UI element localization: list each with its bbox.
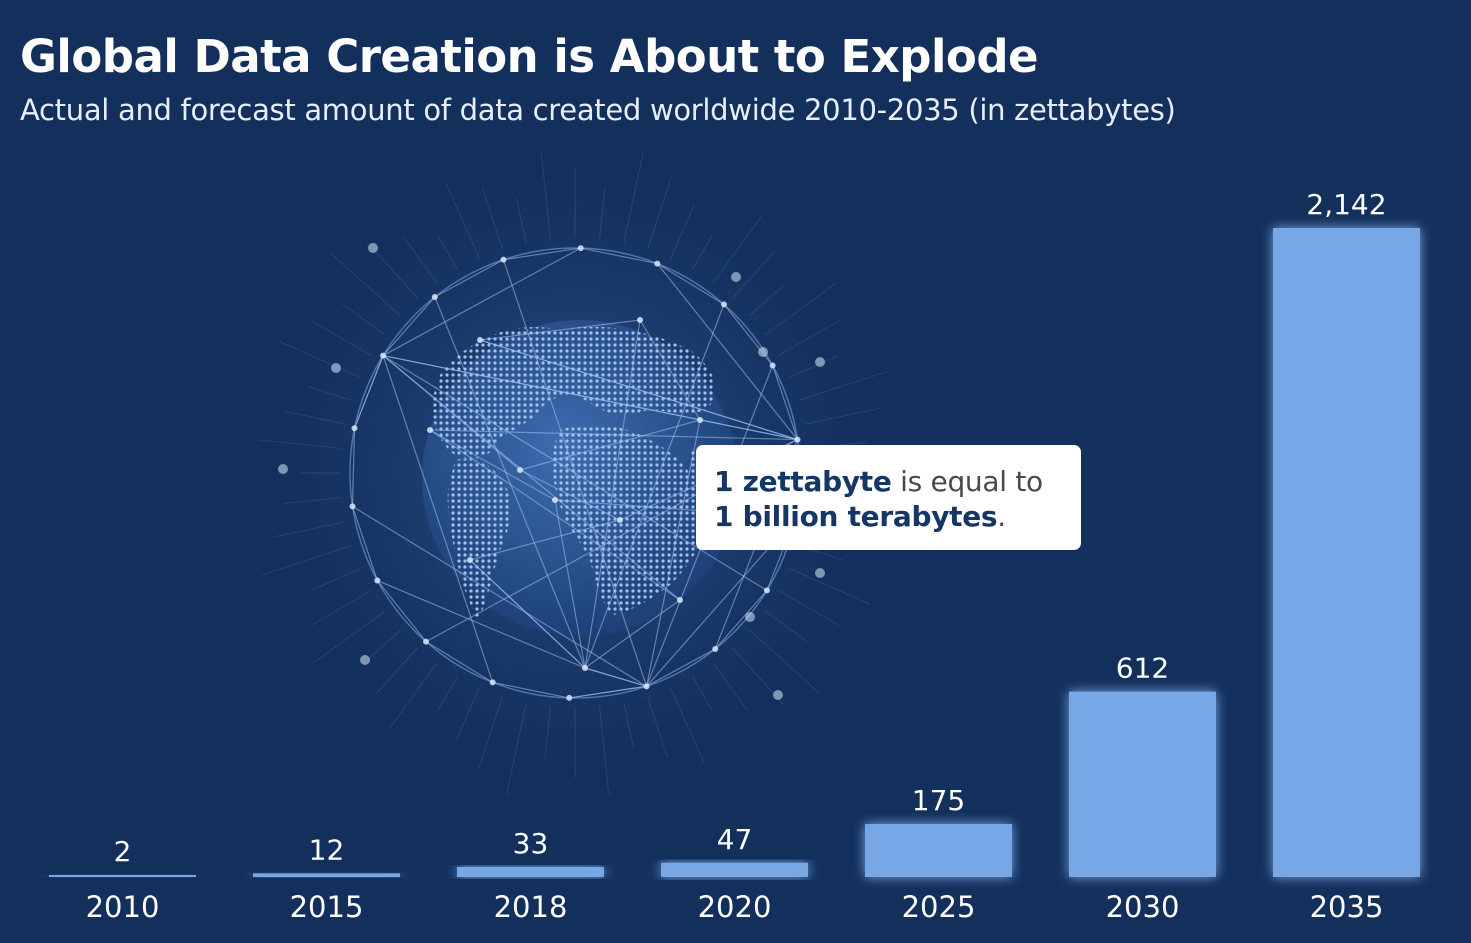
value-label-2010: 2 xyxy=(114,835,132,868)
value-label-2030: 612 xyxy=(1116,652,1169,685)
bar-2010 xyxy=(49,875,196,877)
globe-network-icon xyxy=(245,140,905,800)
value-label-2035: 2,142 xyxy=(1306,188,1386,221)
bar-2030 xyxy=(1069,691,1216,877)
x-tick-label-2020: 2020 xyxy=(698,890,772,924)
callout-bold-terabytes: 1 billion terabytes xyxy=(714,500,998,533)
callout-text-2: . xyxy=(997,500,1006,533)
callout-line-2: 1 billion terabytes. xyxy=(714,499,1063,534)
x-tick-label-2010: 2010 xyxy=(86,890,160,924)
x-tick-label-2035: 2035 xyxy=(1310,890,1384,924)
bar-2015 xyxy=(253,873,400,877)
value-labels: 2 12 33 47 175 612 2,142 xyxy=(114,188,1387,868)
chart-title: Global Data Creation is About to Explode xyxy=(20,30,1039,83)
x-tick-label-2025: 2025 xyxy=(902,890,976,924)
bars xyxy=(49,228,1420,877)
chart-subtitle: Actual and forecast amount of data creat… xyxy=(20,93,1176,127)
callout-bold-zettabyte: 1 zettabyte xyxy=(714,465,892,498)
bar-2035 xyxy=(1273,228,1420,877)
value-label-2018: 33 xyxy=(513,827,549,860)
x-axis-labels: 2010 2015 2018 2020 2025 2030 2035 xyxy=(86,890,1384,924)
value-label-2025: 175 xyxy=(912,784,965,817)
zettabyte-callout: 1 zettabyte is equal to 1 billion teraby… xyxy=(696,445,1081,550)
value-label-2020: 47 xyxy=(717,823,753,856)
bar-2025 xyxy=(865,823,1012,877)
x-tick-label-2015: 2015 xyxy=(290,890,364,924)
x-tick-label-2030: 2030 xyxy=(1106,890,1180,924)
bar-2018 xyxy=(457,867,604,877)
bar-2020 xyxy=(661,862,808,877)
callout-line-1: 1 zettabyte is equal to xyxy=(714,464,1063,499)
callout-text-1: is equal to xyxy=(891,465,1043,498)
value-label-2015: 12 xyxy=(309,833,345,866)
x-tick-label-2018: 2018 xyxy=(494,890,568,924)
